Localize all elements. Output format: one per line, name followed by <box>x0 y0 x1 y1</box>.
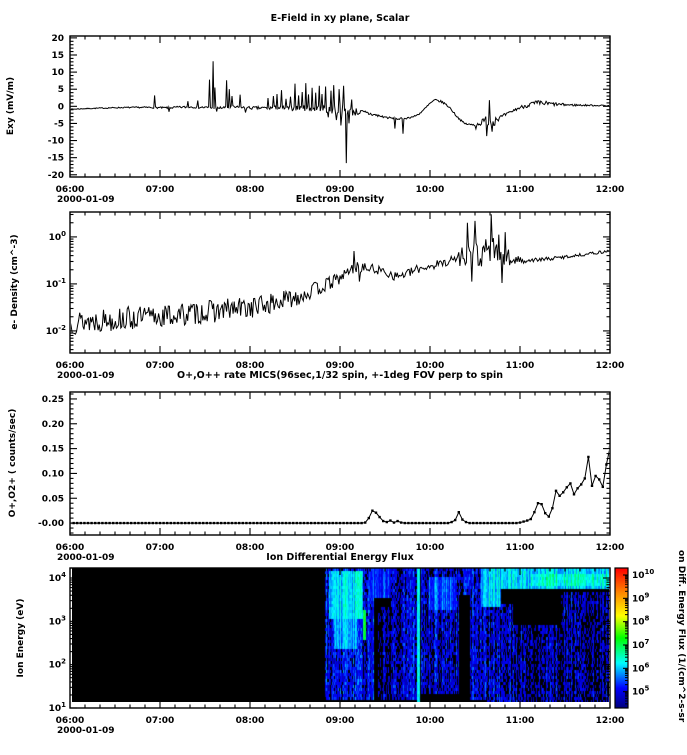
panel-title-edensity: Electron Density <box>296 194 385 205</box>
colorbar-tick-label: 1010 <box>632 568 654 581</box>
ylabel-efield: Exy (mV/m) <box>6 77 16 135</box>
colorbar-gradient <box>615 568 628 708</box>
x-tick-label: 10:00 <box>416 716 445 726</box>
colorbar-tick-label: 109 <box>632 591 650 604</box>
x-tick-label: 09:00 <box>326 361 355 371</box>
orate-series-markers <box>71 446 609 525</box>
y-tick-label: -0.00 <box>38 519 64 529</box>
panel-frame <box>69 391 611 536</box>
ylabel-ionflux: Ion Energy (eV) <box>16 599 26 678</box>
x-tick-label: 09:00 <box>326 716 355 726</box>
x-tick-label: 07:00 <box>146 716 175 726</box>
edensity-series-line <box>71 214 609 335</box>
y-tick-label: 10-1 <box>46 277 66 290</box>
date-label-4: 2000-01-09 <box>57 726 115 736</box>
x-tick-label: 08:00 <box>236 185 265 195</box>
y-tick-label: 100 <box>49 230 67 243</box>
ylabel-edensity: e- Density (cm^-3) <box>10 234 20 329</box>
x-tick-label: 09:00 <box>326 185 355 195</box>
x-tick-label: 09:00 <box>326 543 355 553</box>
y-tick-label: 0 <box>58 102 64 112</box>
ion-flux-spectrogram <box>72 568 609 702</box>
panel-title-orate: O+,O++ rate MICS(96sec,1/32 spin, +-1deg… <box>177 370 503 381</box>
date-label-2: 2000-01-09 <box>57 371 115 381</box>
x-tick-label: 12:00 <box>596 716 625 726</box>
y-tick-label: 10 <box>51 68 64 78</box>
y-tick-label: -5 <box>54 119 64 129</box>
ylabel-orate: O+,O2+ ( counts/sec) <box>8 409 18 518</box>
series-layer <box>71 61 609 525</box>
y-tick-label: 0.25 <box>42 395 64 405</box>
orate-series-line <box>71 449 609 524</box>
y-tick-label: 0.05 <box>42 494 64 504</box>
x-tick-label: 06:00 <box>56 543 85 553</box>
x-tick-label: 08:00 <box>236 716 265 726</box>
y-tick-label: 0.10 <box>42 469 64 479</box>
date-label-1: 2000-01-09 <box>57 195 115 205</box>
y-tick-label: 15 <box>51 51 64 61</box>
y-tick-label: 0.20 <box>42 420 64 430</box>
colorbar-tick-label: 105 <box>632 685 650 698</box>
x-tick-label: 08:00 <box>236 361 265 371</box>
panel-title-ionflux: Ion Differential Energy Flux <box>266 552 413 563</box>
y-tick-label: -15 <box>48 154 64 164</box>
y-tick-label: 101 <box>49 701 67 714</box>
x-tick-label: 10:00 <box>416 361 445 371</box>
date-label-3: 2000-01-09 <box>57 553 115 563</box>
x-tick-label: 11:00 <box>506 716 535 726</box>
colorbar-tick-label: 108 <box>632 615 650 628</box>
y-tick-label: -20 <box>48 171 64 181</box>
y-tick-label: 20 <box>51 34 64 44</box>
y-tick-label: 5 <box>58 85 64 95</box>
efield-series-line <box>71 61 609 164</box>
panel-frame <box>69 567 611 709</box>
x-tick-label: 12:00 <box>596 543 625 553</box>
x-tick-label: 11:00 <box>506 185 535 195</box>
colorbar-tick-label: 107 <box>632 638 650 651</box>
x-tick-label: 11:00 <box>506 361 535 371</box>
x-tick-label: 12:00 <box>596 185 625 195</box>
x-tick-label: 11:00 <box>506 543 535 553</box>
x-tick-label: 07:00 <box>146 543 175 553</box>
x-tick-label: 07:00 <box>146 185 175 195</box>
colorbar-tick-label: 106 <box>632 661 650 674</box>
panel-title-efield: E-Field in xy plane, Scalar <box>271 13 410 24</box>
x-tick-label: 08:00 <box>236 543 265 553</box>
y-tick-label: -10 <box>48 137 64 147</box>
y-tick-label: 0.15 <box>42 445 64 455</box>
y-tick-label: 103 <box>49 614 67 627</box>
y-tick-label: 10-2 <box>46 324 66 337</box>
y-tick-label: 104 <box>49 571 67 584</box>
panel-frame <box>69 211 611 354</box>
x-tick-label: 10:00 <box>416 185 445 195</box>
x-tick-label: 10:00 <box>416 543 445 553</box>
x-tick-label: 07:00 <box>146 361 175 371</box>
colorbar-label: on Diff. Energy Flux (1/(cm^2-s-sr <box>676 550 686 723</box>
x-tick-label: 12:00 <box>596 361 625 371</box>
y-tick-label: 102 <box>49 658 67 671</box>
x-tick-label: 06:00 <box>56 716 85 726</box>
x-tick-label: 06:00 <box>56 361 85 371</box>
x-tick-label: 06:00 <box>56 185 85 195</box>
